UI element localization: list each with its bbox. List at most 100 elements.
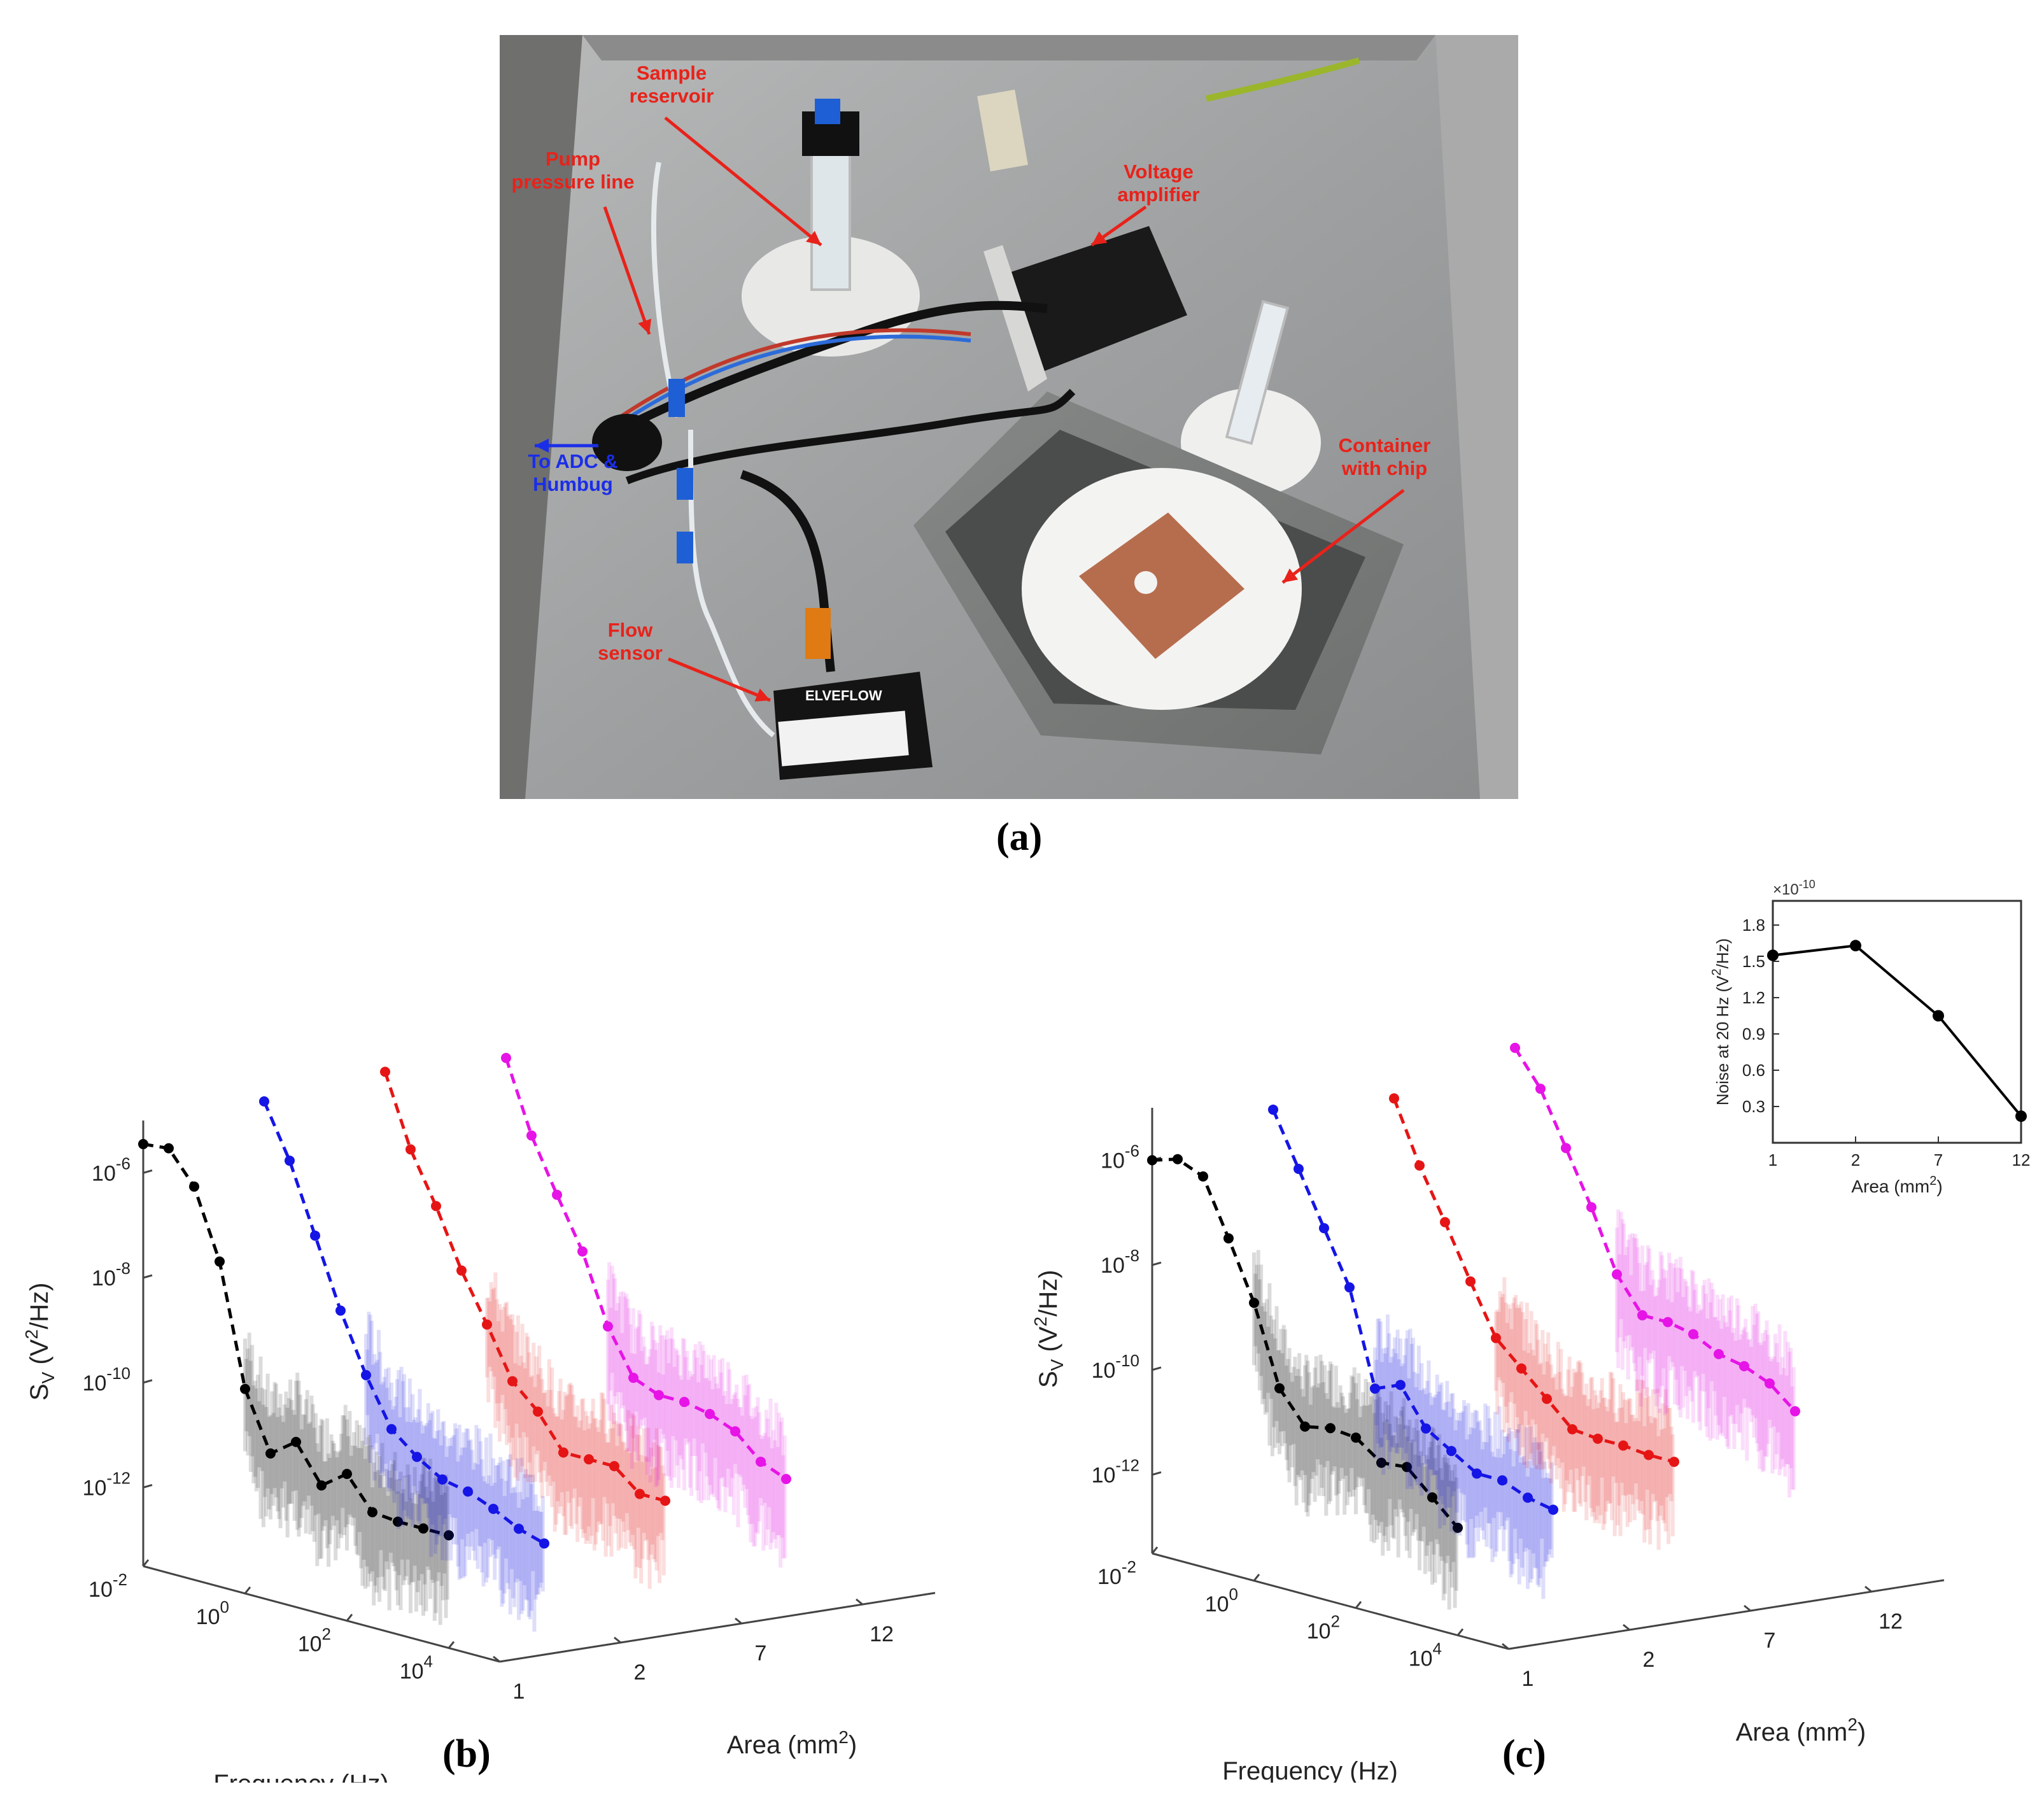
data-point bbox=[1790, 1406, 1800, 1417]
data-point bbox=[1497, 1475, 1507, 1486]
inset-y-tick-label: 1.5 bbox=[1742, 952, 1765, 971]
data-point bbox=[1586, 1202, 1596, 1213]
freq-tick bbox=[346, 1613, 353, 1622]
data-point bbox=[215, 1256, 225, 1267]
arrowhead-voltage-amplifier bbox=[1092, 231, 1108, 245]
cable-2 bbox=[625, 388, 1076, 484]
data-point bbox=[507, 1376, 518, 1387]
data-point bbox=[437, 1474, 448, 1485]
data-point bbox=[405, 1144, 416, 1155]
data-point bbox=[240, 1383, 250, 1394]
data-point bbox=[456, 1265, 467, 1276]
data-point bbox=[316, 1480, 327, 1491]
data-point bbox=[1593, 1433, 1603, 1444]
z-axis-label: SV (V2/Hz) bbox=[1031, 1270, 1067, 1388]
freq-tick-label: 102 bbox=[298, 1625, 331, 1657]
flow-sensor-brand: ELVEFLOW bbox=[805, 688, 882, 704]
area-tick bbox=[1864, 1585, 1872, 1593]
twisted-pair-red bbox=[600, 328, 971, 432]
data-point bbox=[1395, 1380, 1406, 1390]
inset-x-tick-label: 12 bbox=[2012, 1150, 2031, 1170]
inset-exponent: ×10-10 bbox=[1773, 879, 1815, 898]
data-point bbox=[1173, 1154, 1183, 1164]
z-tick bbox=[1152, 1366, 1162, 1371]
inset-frame bbox=[1772, 900, 2022, 1144]
arrowhead-container-chip bbox=[1283, 568, 1299, 583]
series-area-7 bbox=[380, 1066, 670, 1589]
ground-wire bbox=[1205, 57, 1360, 102]
data-point bbox=[1618, 1440, 1628, 1451]
series-line-7 bbox=[383, 1071, 666, 1503]
panel-label-c: (c) bbox=[1502, 1732, 1546, 1776]
data-point bbox=[603, 1321, 613, 1332]
area-tick-label: 7 bbox=[755, 1641, 767, 1665]
arrow-pump-pressure-line bbox=[603, 206, 651, 335]
data-point bbox=[1688, 1329, 1698, 1340]
data-point bbox=[335, 1305, 346, 1316]
data-point bbox=[1516, 1363, 1526, 1374]
series-area-12 bbox=[1510, 1042, 1800, 1498]
freq-tick bbox=[448, 1641, 455, 1649]
area-tick bbox=[1744, 1604, 1751, 1612]
data-point bbox=[1612, 1269, 1622, 1280]
photo-annotations: Sample reservoir Pump pressure line Voltage a… bbox=[512, 62, 1430, 702]
data-point bbox=[1637, 1310, 1647, 1320]
data-point bbox=[1351, 1432, 1361, 1443]
connector-blue-2 bbox=[677, 468, 693, 500]
area-tick bbox=[856, 1598, 863, 1606]
annotation-pump-pressure-line: Pump pressure line bbox=[512, 148, 635, 193]
data-point bbox=[259, 1096, 269, 1107]
data-point bbox=[1465, 1276, 1476, 1287]
reservoir-blue-cap bbox=[815, 99, 840, 124]
series-area-12 bbox=[501, 1052, 791, 1568]
reservoir-tube bbox=[810, 148, 851, 291]
data-point bbox=[412, 1452, 422, 1462]
z-tick-label: 10-6 bbox=[1101, 1141, 1139, 1173]
z-tick bbox=[1152, 1471, 1162, 1476]
area-tick-label: 7 bbox=[1764, 1629, 1776, 1653]
data-point bbox=[501, 1052, 511, 1063]
z-tick-label: 10-10 bbox=[83, 1364, 130, 1396]
annotation-to-adc: To ADC & Humbug bbox=[528, 450, 617, 495]
data-point bbox=[380, 1066, 390, 1077]
chip bbox=[1079, 513, 1244, 659]
arrow-flow-sensor bbox=[668, 657, 771, 702]
data-point bbox=[164, 1143, 174, 1154]
data-point bbox=[1453, 1522, 1463, 1533]
enclosure-wall-right bbox=[1435, 35, 1518, 799]
freq-tick-label: 104 bbox=[400, 1652, 433, 1684]
data-point bbox=[189, 1181, 199, 1192]
data-point bbox=[1510, 1042, 1520, 1053]
data-point bbox=[138, 1139, 148, 1150]
data-point bbox=[1370, 1383, 1380, 1394]
data-point bbox=[1300, 1421, 1310, 1432]
inset-y-tick-label: 0.3 bbox=[1742, 1097, 1765, 1116]
data-point bbox=[1293, 1164, 1304, 1175]
arrowhead-to-adc bbox=[535, 439, 549, 453]
flow-sensor-label bbox=[778, 711, 909, 767]
inset-x-tick-label: 7 bbox=[1934, 1150, 1943, 1170]
area-axis-label: Area (mm2) bbox=[1736, 1715, 1866, 1746]
data-point bbox=[1446, 1446, 1456, 1457]
area-tick bbox=[735, 1617, 742, 1625]
series-area-2 bbox=[1268, 1104, 1558, 1599]
data-point bbox=[1669, 1457, 1679, 1467]
data-point bbox=[1739, 1361, 1749, 1371]
frequency-axis-label: Frequency (Hz) bbox=[213, 1770, 389, 1783]
inset-point bbox=[2015, 1110, 2027, 1122]
data-point bbox=[1535, 1084, 1546, 1094]
data-point bbox=[1440, 1217, 1450, 1227]
data-point bbox=[654, 1390, 664, 1401]
data-point bbox=[539, 1538, 549, 1549]
annotation-flow-sensor: Flow sensor bbox=[598, 619, 663, 664]
series-line-2 bbox=[262, 1101, 546, 1545]
data-point bbox=[342, 1469, 352, 1480]
freq-tick bbox=[1253, 1573, 1260, 1581]
area-tick bbox=[1623, 1623, 1630, 1631]
data-point bbox=[756, 1456, 766, 1467]
area-tick-label: 12 bbox=[1878, 1609, 1903, 1634]
data-point bbox=[361, 1369, 371, 1380]
data-point bbox=[1472, 1468, 1482, 1479]
series-line-12 bbox=[1513, 1047, 1796, 1413]
data-point bbox=[463, 1486, 473, 1497]
